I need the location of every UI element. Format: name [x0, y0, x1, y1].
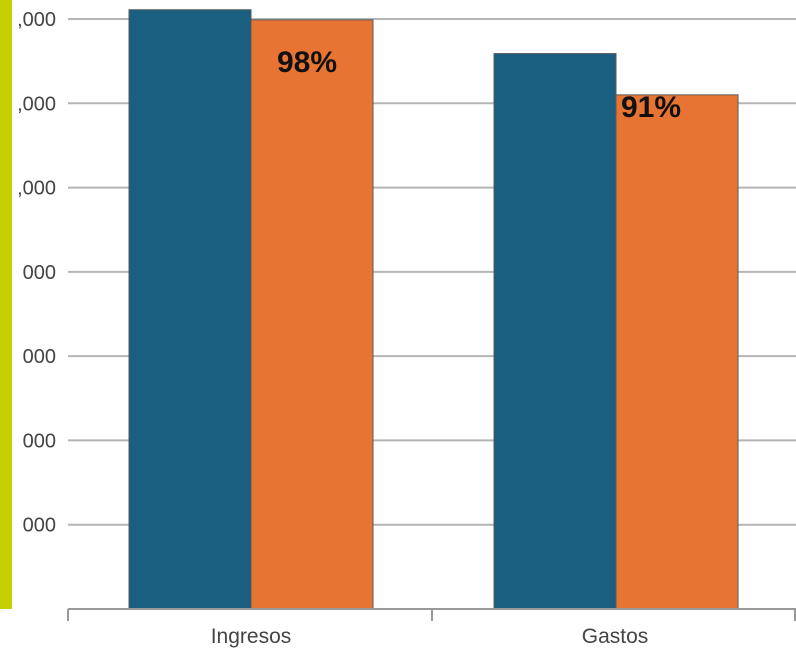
y-tick-label: 000 — [23, 430, 56, 452]
y-tick-label: 000 — [23, 262, 56, 284]
y-tick-label: ,000 — [17, 178, 56, 200]
bar-gastos-2 — [615, 94, 739, 610]
x-axis — [67, 608, 796, 621]
y-tick-label: 000 — [23, 346, 56, 368]
y-tick-label: ,000 — [17, 93, 56, 115]
bar-ingresos-1 — [128, 9, 252, 610]
category-label: Gastos — [582, 625, 649, 648]
percentage-label: 91% — [621, 91, 681, 124]
category-labels: Ingresos Gastos — [211, 625, 649, 648]
y-tick-label: ,000 — [17, 9, 56, 31]
y-tick-labels: ,000 ,000 ,000 000 000 000 000 — [17, 9, 56, 537]
bar-ingresos-2 — [250, 19, 374, 610]
category-label: Ingresos — [211, 625, 292, 648]
percentage-annotations: 98% 91% — [277, 46, 681, 124]
bars — [128, 9, 739, 610]
bar-gastos-1 — [493, 53, 617, 610]
accent-side-bar — [0, 0, 12, 609]
y-tick-label: 000 — [23, 515, 56, 537]
percentage-label: 98% — [277, 46, 337, 79]
